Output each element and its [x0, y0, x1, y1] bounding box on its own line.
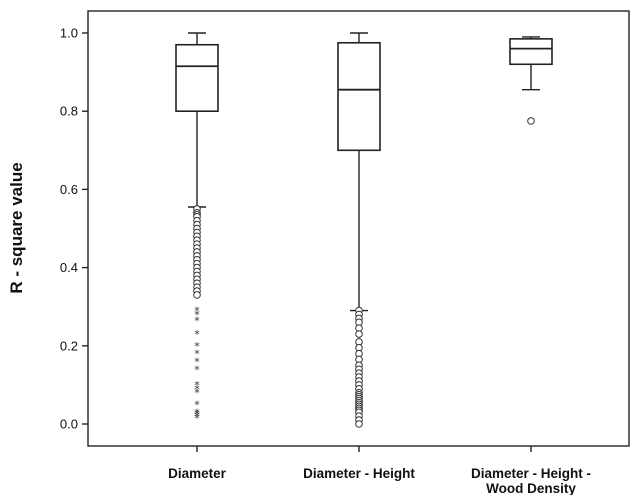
box-group: [509, 36, 553, 125]
extreme-outlier-point: *: [194, 398, 200, 411]
extreme-outlier-point: *: [194, 408, 200, 421]
box-group: [337, 32, 381, 428]
box-group: ****************: [175, 32, 219, 425]
extreme-outlier-point: *: [194, 379, 200, 392]
extreme-outlier-point: *: [194, 412, 200, 425]
iqr-box: [337, 41, 381, 152]
extreme-outlier-point: *: [194, 355, 200, 368]
x-category-label: Diameter - Height -: [471, 466, 591, 481]
x-category-label-line2: Wood Density: [486, 481, 576, 495]
extreme-outlier-point: *: [194, 309, 200, 322]
y-tick-label: 0.4: [60, 260, 78, 275]
outlier-point: [193, 291, 201, 299]
extreme-outlier-point: *: [194, 383, 200, 396]
iqr-box: [509, 38, 553, 66]
y-axis-title: R - square value: [7, 162, 26, 293]
extreme-outlier-point: *: [194, 348, 200, 361]
extreme-outlier-point: *: [194, 314, 200, 327]
outlier-point: [355, 330, 363, 338]
extreme-outlier-point: *: [194, 340, 200, 353]
y-axis: 0.0 0.2 0.4 0.6 0.8 1.0: [60, 26, 88, 432]
x-category-label: Diameter: [168, 466, 227, 481]
extreme-outlier-point: *: [194, 363, 200, 376]
extreme-outlier-point: *: [194, 410, 200, 423]
y-tick-label: 1.0: [60, 26, 78, 41]
x-category-label: Diameter - Height: [303, 466, 415, 481]
iqr-box: [175, 43, 219, 113]
extreme-outlier-point: *: [194, 387, 200, 400]
x-axis: Diameter Diameter - Height Diameter - Heig…: [168, 446, 591, 495]
y-tick-label: 0.8: [60, 104, 78, 119]
y-tick-label: 0.0: [60, 417, 78, 432]
outlier-point: [527, 117, 535, 125]
outlier-point: [355, 420, 363, 428]
y-tick-label: 0.6: [60, 182, 78, 197]
y-tick-label: 0.2: [60, 338, 78, 353]
extreme-outlier-point: *: [194, 305, 200, 318]
extreme-outlier-point: *: [194, 328, 200, 341]
extreme-outlier-point: *: [194, 406, 200, 419]
box-series: ****************: [175, 32, 553, 428]
